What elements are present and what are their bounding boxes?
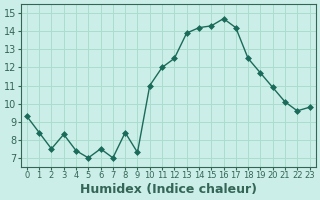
X-axis label: Humidex (Indice chaleur): Humidex (Indice chaleur) bbox=[80, 183, 257, 196]
